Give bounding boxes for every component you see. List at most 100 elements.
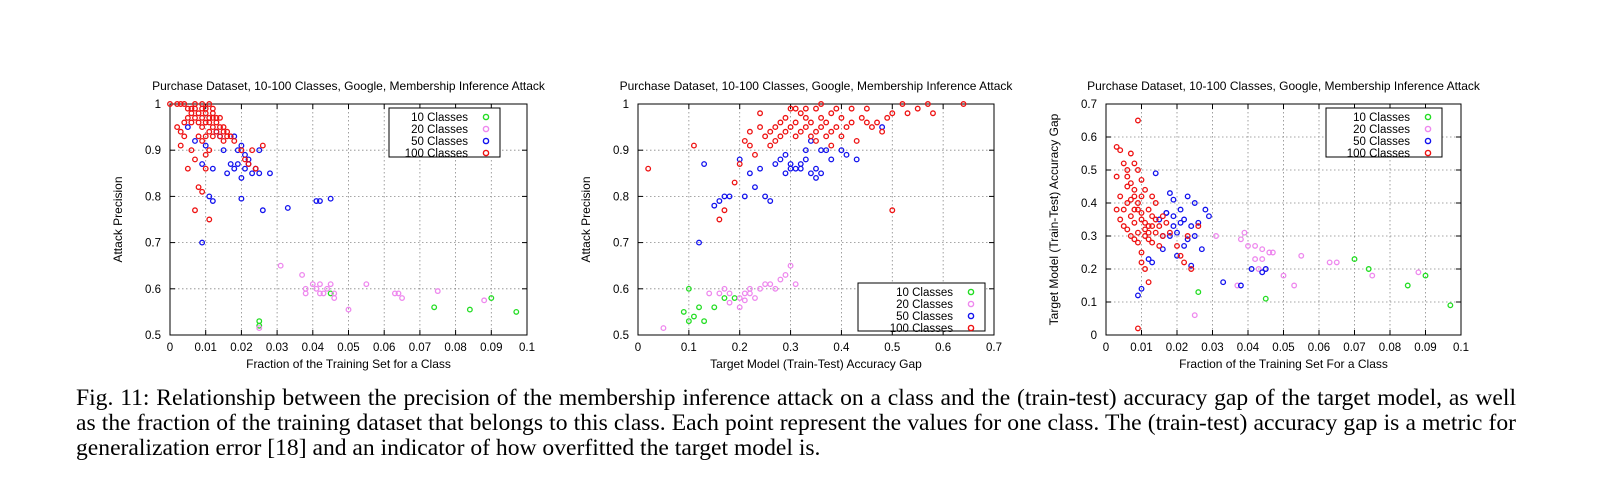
data-point [1134, 239, 1141, 246]
data-point [256, 170, 263, 177]
data-point [1156, 242, 1163, 249]
legend-label: 50 Classes [411, 136, 468, 148]
data-point [1134, 200, 1141, 206]
data-point [1127, 213, 1134, 220]
data-point [395, 290, 402, 297]
y-tick-label: 0.6 [145, 284, 161, 296]
data-point [217, 133, 223, 140]
data-point [316, 198, 323, 204]
x-tick-label: 0.6 [935, 342, 951, 354]
data-point [818, 114, 825, 121]
data-point [726, 193, 733, 200]
data-point [1134, 117, 1141, 124]
data-point [481, 297, 488, 304]
data-point [1138, 193, 1145, 200]
data-point [206, 216, 213, 223]
data-point [267, 170, 273, 177]
data-point [184, 165, 191, 172]
data-point [1181, 259, 1188, 266]
data-point [1195, 219, 1202, 226]
data-point [195, 110, 202, 117]
data-point [259, 207, 266, 214]
data-point [238, 195, 245, 202]
data-point [645, 165, 652, 172]
data-point [1159, 233, 1166, 239]
x-tick-label: 0.03 [266, 342, 288, 354]
data-point [802, 114, 809, 121]
data-point [1156, 223, 1163, 230]
data-point [1124, 173, 1131, 180]
data-point [721, 285, 728, 292]
x-tick-label: 0.06 [1308, 342, 1330, 354]
data-point [1117, 193, 1124, 200]
data-point [1333, 259, 1340, 266]
data-point [1163, 219, 1170, 226]
data-point [188, 119, 195, 126]
data-point [1131, 236, 1138, 243]
data-point [752, 184, 758, 191]
data-point [736, 295, 743, 301]
data-point [256, 325, 263, 332]
data-point [284, 204, 291, 211]
data-point [1298, 252, 1305, 259]
data-point [1127, 150, 1134, 157]
legend-label: 50 Classes [896, 311, 953, 323]
data-point [767, 128, 774, 135]
data-point [807, 119, 814, 126]
data-point [1188, 223, 1195, 230]
data-point [1177, 206, 1184, 213]
data-point [224, 170, 231, 177]
data-point [772, 124, 779, 131]
data-point [217, 114, 223, 121]
data-point [316, 281, 323, 288]
data-point [220, 124, 227, 131]
data-point [782, 128, 789, 135]
data-point [181, 133, 188, 140]
data-point [782, 151, 789, 158]
data-point [736, 304, 743, 311]
data-point [716, 198, 723, 204]
chart-panel-2: 0 0.1 0.2 0.3 0.4 0.5 0.6 0.7 0.5 0.6 0.7 0.8 0.9 1 Pu… [579, 79, 1013, 371]
data-point [202, 133, 209, 140]
data-point [1117, 147, 1124, 154]
data-point [192, 207, 198, 214]
legend-label: 20 Classes [1353, 124, 1410, 136]
data-point [299, 271, 306, 278]
data-point [242, 156, 248, 163]
data-point [752, 151, 758, 158]
data-point [1177, 252, 1184, 259]
data-point [762, 281, 769, 288]
legend-marker [967, 312, 975, 320]
x-tick-label: 0 [167, 342, 173, 354]
x-tick-label: 0.07 [1343, 342, 1365, 354]
data-point [818, 101, 825, 107]
data-point [331, 295, 338, 301]
data-point [843, 124, 850, 131]
data-point [960, 101, 967, 107]
y-tick-label: 0.6 [1081, 132, 1097, 144]
y-tick-label: 0.7 [613, 238, 629, 250]
data-point [823, 133, 830, 140]
data-point [833, 124, 840, 131]
data-point [1280, 272, 1287, 279]
data-point [726, 299, 733, 306]
data-point [746, 170, 753, 177]
y-tick-label: 0.3 [1081, 231, 1097, 243]
data-point [879, 124, 886, 131]
y-tick-label: 0.2 [1081, 264, 1097, 276]
data-point [797, 165, 804, 172]
series-20-classes [1191, 229, 1422, 319]
data-point [1131, 219, 1138, 226]
data-point [1152, 200, 1159, 206]
data-point [1117, 216, 1124, 223]
data-point [792, 165, 799, 172]
data-point [807, 170, 814, 177]
data-point [313, 285, 320, 292]
data-point [1202, 206, 1209, 213]
data-point [434, 288, 441, 295]
data-point [1166, 229, 1173, 236]
data-point [202, 165, 209, 172]
y-tick-label: 0.9 [613, 145, 629, 157]
data-point [879, 128, 886, 135]
